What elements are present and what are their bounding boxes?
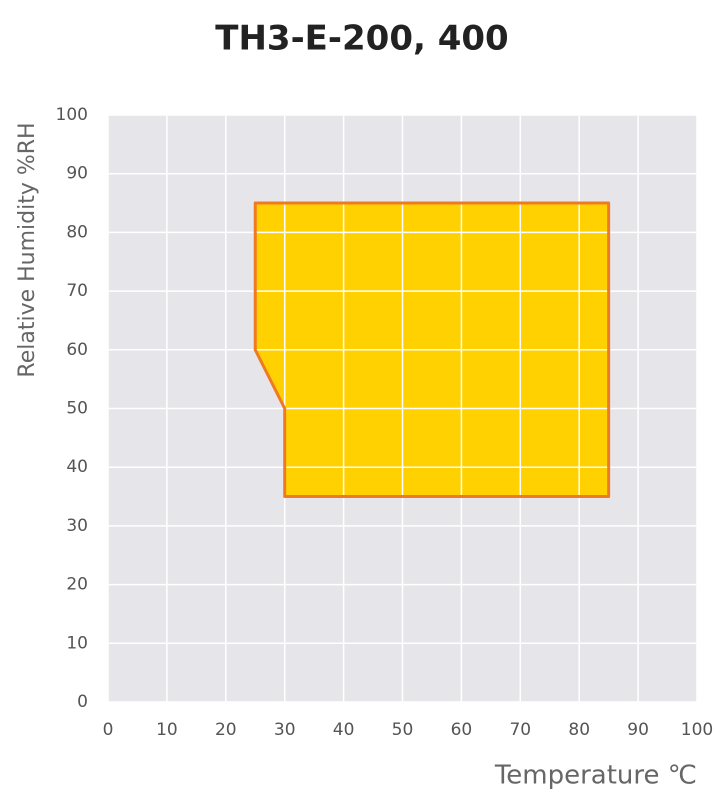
x-tick-label: 70 <box>509 720 531 740</box>
y-tick-label: 70 <box>66 281 88 301</box>
y-tick-label: 60 <box>66 340 88 360</box>
y-tick-label: 0 <box>77 692 88 712</box>
x-tick-label: 30 <box>274 720 296 740</box>
x-tick-label: 0 <box>103 720 114 740</box>
x-tick-label: 80 <box>568 720 590 740</box>
x-tick-label: 10 <box>156 720 178 740</box>
x-axis-title: Temperature ℃ <box>494 761 697 791</box>
x-tick-label: 60 <box>451 720 473 740</box>
x-tick-label: 100 <box>681 720 713 740</box>
y-tick-label: 90 <box>66 164 88 184</box>
y-tick-label: 10 <box>66 633 88 653</box>
x-tick-label: 40 <box>333 720 355 740</box>
area-outline <box>253 201 611 499</box>
y-axis-title: Relative Humidity %RH <box>15 122 40 377</box>
y-tick-label: 40 <box>66 457 88 477</box>
chart-title: TH3-E-200, 400 <box>215 19 508 59</box>
x-tick-label: 90 <box>627 720 649 740</box>
y-tick-label: 100 <box>56 105 88 125</box>
y-tick-label: 30 <box>66 516 88 536</box>
x-tick-label: 50 <box>392 720 414 740</box>
y-tick-label: 50 <box>66 399 88 419</box>
y-tick-label: 80 <box>66 222 88 242</box>
x-tick-label: 20 <box>215 720 237 740</box>
y-tick-label: 20 <box>66 575 88 595</box>
